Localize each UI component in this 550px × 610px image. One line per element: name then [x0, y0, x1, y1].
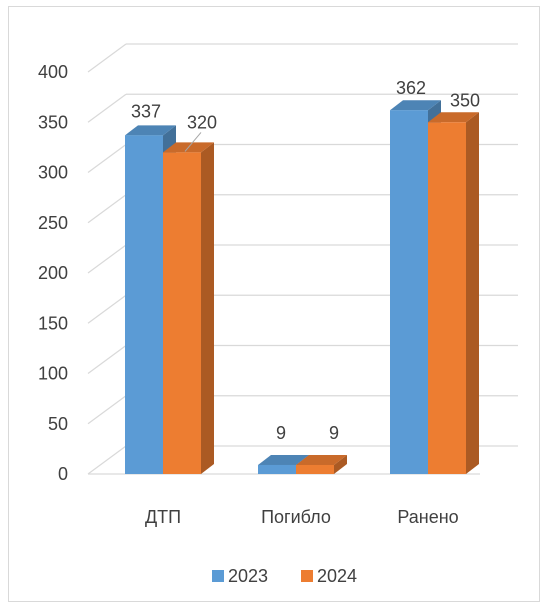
y-tick-label: 350 [38, 112, 68, 132]
data-label-leader [184, 132, 202, 152]
category-label: Ранено [397, 507, 458, 527]
y-tick-label: 50 [48, 414, 68, 434]
data-label: 9 [276, 423, 286, 443]
bar-2024-0 [163, 142, 214, 474]
gridline-side [87, 345, 127, 374]
legend-label: 2024 [317, 566, 357, 586]
y-tick-label: 100 [38, 364, 68, 384]
category-label: Погибло [261, 507, 331, 527]
data-label: 362 [396, 78, 426, 98]
y-tick-label: 250 [38, 213, 68, 233]
y-tick-label: 150 [38, 313, 68, 333]
data-label: 320 [187, 112, 217, 132]
y-tick-label: 300 [38, 163, 68, 183]
gridline-side [87, 395, 127, 425]
legend-swatch [212, 570, 224, 582]
data-label: 350 [450, 90, 480, 110]
data-label: 9 [329, 423, 339, 443]
gridline-side [87, 294, 127, 324]
legend-label: 2023 [228, 566, 268, 586]
y-tick-label: 0 [58, 464, 68, 484]
category-label: ДТП [145, 507, 181, 527]
gridline-side [87, 244, 127, 274]
data-label: 337 [131, 101, 161, 121]
legend-swatch [301, 570, 313, 582]
y-tick-label: 400 [38, 62, 68, 82]
bar-2024-2 [428, 112, 479, 474]
gridline-side [87, 93, 127, 123]
gridline-side [87, 194, 127, 224]
gridline-side [87, 144, 127, 173]
gridline-side [87, 445, 127, 475]
bar-2024-1 [296, 454, 347, 474]
y-tick-label: 200 [38, 263, 68, 283]
gridline-side [87, 43, 127, 73]
